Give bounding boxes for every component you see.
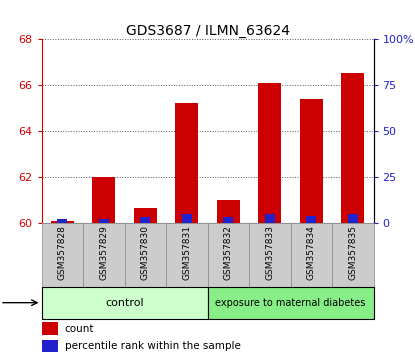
Bar [83,223,124,287]
Title: GDS3687 / ILMN_63624: GDS3687 / ILMN_63624 [125,24,290,38]
Bar [51,221,74,223]
Text: GSM357831: GSM357831 [182,225,191,280]
Bar [182,214,192,223]
Bar [208,287,374,319]
Bar [42,287,208,319]
Text: exposure to maternal diabetes: exposure to maternal diabetes [215,298,366,308]
Text: GSM357828: GSM357828 [58,225,67,280]
Text: GSM357833: GSM357833 [265,225,274,280]
Bar [93,177,115,223]
Bar [124,223,166,287]
Bar [140,217,151,223]
Bar [57,219,67,223]
Bar [332,223,374,287]
Bar [42,322,58,335]
Bar [217,200,240,223]
Bar [290,223,332,287]
Bar [223,217,234,223]
Bar [208,223,249,287]
Bar [42,340,58,352]
Bar [348,214,358,223]
Bar [300,99,323,223]
Bar [42,223,83,287]
Text: GSM357834: GSM357834 [307,225,316,280]
Bar [166,223,208,287]
Bar [341,73,364,223]
Text: percentile rank within the sample: percentile rank within the sample [65,341,241,351]
Bar [306,216,317,223]
Bar [249,223,290,287]
Text: GSM357830: GSM357830 [141,225,150,280]
Bar [258,83,281,223]
Text: GSM357832: GSM357832 [224,225,233,280]
Text: GSM357835: GSM357835 [348,225,357,280]
Text: control: control [105,298,144,308]
Bar [265,214,275,223]
Bar [99,219,109,223]
Text: count: count [65,324,94,333]
Bar [176,103,198,223]
Text: GSM357829: GSM357829 [99,225,108,280]
Bar [134,208,157,223]
